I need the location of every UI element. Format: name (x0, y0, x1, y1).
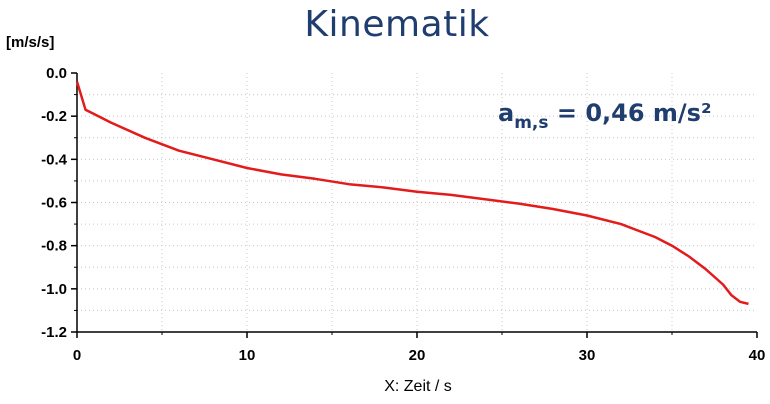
x-tick-label: 10 (239, 347, 256, 364)
x-tick-label: 30 (579, 347, 596, 364)
y-axis-unit-label: [m/s/s] (6, 34, 54, 51)
annotation-base: a (498, 99, 514, 127)
y-tick-label: -0.8 (41, 238, 67, 255)
y-tick-label: -0.4 (41, 151, 68, 168)
x-tick-label: 0 (73, 347, 81, 364)
x-tick-label: 20 (409, 347, 426, 364)
grid-lines (77, 73, 757, 332)
x-tick-label: 40 (749, 347, 766, 364)
chart-title: Kinematik (304, 4, 490, 45)
y-tick-label: -0.6 (41, 195, 67, 212)
mean-acceleration-annotation: am,s = 0,46 m/s² (498, 99, 711, 133)
y-tick-label: -1.2 (41, 324, 67, 341)
plot-area (75, 81, 749, 306)
annotation-subscript: m,s (514, 113, 548, 133)
x-axis-label: X: Zeit / s (384, 378, 452, 395)
acceleration-series-line (75, 81, 749, 306)
y-tick-label: -0.2 (41, 108, 67, 125)
ticks: 0.0 -0.2 -0.4 -0.6 -0.8 -1.0 -1.2 0 10 20 30 40 (41, 65, 765, 364)
y-tick-label: -1.0 (41, 281, 67, 298)
y-tick-label: 0.0 (46, 65, 67, 82)
annotation-value: = 0,46 m/s² (549, 99, 712, 127)
